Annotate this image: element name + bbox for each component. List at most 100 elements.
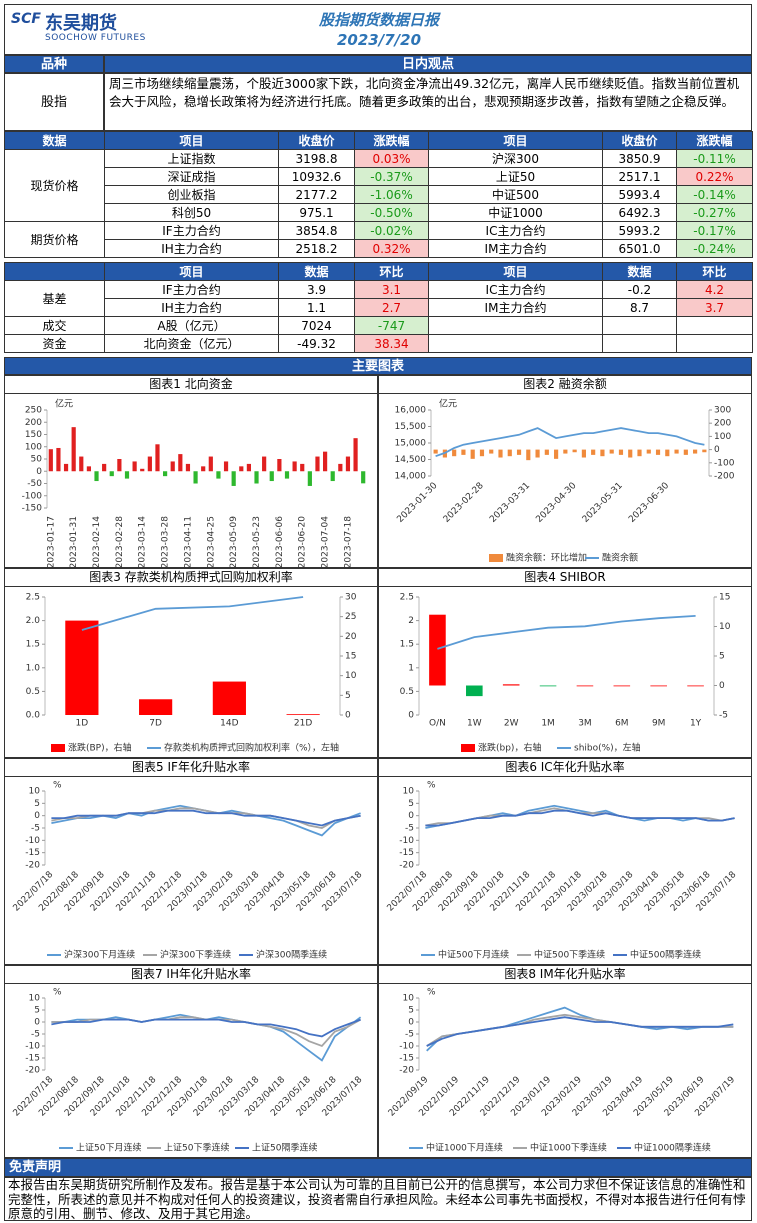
legend-label: 沪深300下月连续 (64, 949, 135, 961)
bar (361, 471, 366, 484)
header-cell: 项目 (104, 131, 279, 150)
bar (461, 449, 466, 455)
cell: 北向资金（亿元） (104, 334, 279, 353)
legend-label: 中证500下季连续 (534, 949, 605, 961)
cell: 创业板指 (104, 185, 279, 204)
brand: 东吴期货 (45, 13, 117, 34)
cell: 3854.8 (278, 221, 355, 240)
bar (63, 463, 69, 472)
cell: 3.9 (278, 280, 355, 299)
header-cell: 环比 (354, 262, 429, 281)
header: SCF 东吴期货 SOOCHOW FUTURES 股指期货数据日报 2023/7… (4, 4, 752, 55)
bar (86, 466, 91, 472)
x-tick-label: 1W (467, 719, 482, 729)
y-tick-label: 15 (345, 652, 356, 662)
cell: -1.06% (354, 185, 429, 204)
unit-label: % (53, 781, 62, 791)
quotes-table: 数据 项目 收盘价 涨跌幅 项目 收盘价 涨跌幅 现货价格 上证指数 3198.8 0.03% 沪深3… (4, 131, 753, 258)
bar (655, 449, 661, 455)
unit-label: 亿元 (55, 398, 73, 410)
cell: 975.1 (278, 203, 355, 222)
header-row: 数据 项目 收盘价 涨跌幅 项目 收盘价 涨跌幅 (4, 131, 753, 150)
y-tick-label: 15,000 (395, 439, 427, 449)
cell: -0.27% (676, 203, 753, 222)
y-tick-label: 0 (408, 811, 414, 821)
y-tick-label: 250 (25, 406, 42, 416)
y-tick-label: -100 (22, 491, 43, 501)
x-tick-label: 2023-02-14 (92, 516, 102, 568)
row: 现货价格 上证指数 3198.8 0.03% 沪深300 3850.9 -0.11% (4, 149, 753, 222)
cell (428, 316, 603, 335)
y-tick-label: -20 (25, 1066, 40, 1076)
cell: 上证50 (428, 167, 603, 186)
bar (526, 449, 531, 461)
basis-table: 项目 数据 环比 项目 数据 环比 基差 IF主力合约 3.9 3.1 IC主力合约 -0.2 4.2 I… (4, 262, 753, 353)
line (51, 1018, 361, 1038)
bar (307, 471, 312, 486)
header-cell: 环比 (676, 262, 753, 281)
header-cell: 项目 (104, 262, 279, 281)
bar (185, 463, 191, 472)
y-tick-label: 1 (408, 663, 414, 673)
y-tick-label: -15 (399, 848, 414, 858)
bar (563, 449, 568, 454)
chart-title: 图表2 融资余额 (379, 376, 751, 394)
bar (535, 449, 540, 458)
y-tick-label: 30 (345, 593, 357, 603)
y-tick-label: 5 (34, 799, 40, 809)
bar (338, 463, 343, 472)
header-cell: 收盘价 (602, 131, 677, 150)
cell: -0.14% (676, 185, 753, 204)
bar (544, 449, 549, 455)
x-tick-label: O/N (429, 719, 446, 729)
row: IH主力合约 2518.2 0.32% IM主力合约 6501.0 -0.24% (5, 239, 753, 258)
y-tick-label: 20 (345, 632, 357, 642)
chart-panel: 图表5 IF年化升贴水率 -20 -15 -10 -5 0 5 10% 2022/07/18 20… (4, 758, 378, 965)
bar (163, 471, 168, 477)
y-tick-label: 5 (719, 652, 725, 662)
bar (646, 449, 651, 454)
row: 基差 IF主力合约 3.9 3.1 IC主力合约 -0.2 4.2 (4, 280, 753, 317)
cell: IM主力合约 (428, 298, 603, 317)
x-tick-label: 1Y (690, 719, 702, 729)
header-cell: 数据 (602, 262, 677, 281)
y-tick-label: 14,500 (395, 455, 427, 465)
bar (353, 438, 358, 472)
chart: 0 0.5 1 1.5 2 2.5 -5 0 5 10 15 O/N 1W 2W 1M 3M 6M 9M 1Y 涨跌(… (400, 593, 731, 754)
line (437, 615, 696, 650)
cell: 3198.8 (278, 149, 355, 168)
row: 资金 北向资金（亿元） -49.32 38.34 (4, 334, 753, 353)
cell: 10932.6 (278, 167, 355, 186)
bar (254, 471, 259, 484)
bar (140, 468, 145, 472)
row-label: 期货价格 (4, 221, 105, 258)
chart-title: 图表1 北向资金 (5, 376, 377, 394)
cell: 5993.4 (602, 185, 677, 204)
y-tick-label: 10 (29, 787, 41, 797)
row: 创业板指 2177.2 -1.06% 中证500 5993.4 -0.14% (5, 185, 753, 204)
y-tick-label: -100 (714, 458, 735, 468)
x-tick-label: 3M (578, 719, 592, 729)
cell: -0.11% (676, 149, 753, 168)
cell: 7024 (278, 316, 355, 335)
y-tick-label: 150 (25, 430, 42, 440)
bar (201, 466, 206, 472)
bar (155, 444, 160, 472)
bar (470, 449, 475, 459)
cell: 6501.0 (602, 239, 677, 258)
line (81, 596, 304, 631)
bar (193, 471, 198, 484)
bar (48, 449, 53, 472)
x-tick-label: 2023-06-30 (627, 481, 671, 525)
cell: 深证成指 (104, 167, 279, 186)
bar (117, 459, 122, 472)
brand-en: SOOCHOW FUTURES (45, 33, 146, 43)
y-tick-label: 200 (25, 418, 42, 428)
chart-panel: 图表1 北向资金 -150 -100 -50 0 50 100 150 200 250 亿元 2023… (4, 375, 378, 568)
report-date: 2023/7/20 (336, 31, 422, 49)
row-label: 成交 (4, 316, 105, 335)
header-cell: 数据 (278, 262, 355, 281)
cell: 0.03% (354, 149, 429, 168)
bar (687, 685, 704, 687)
